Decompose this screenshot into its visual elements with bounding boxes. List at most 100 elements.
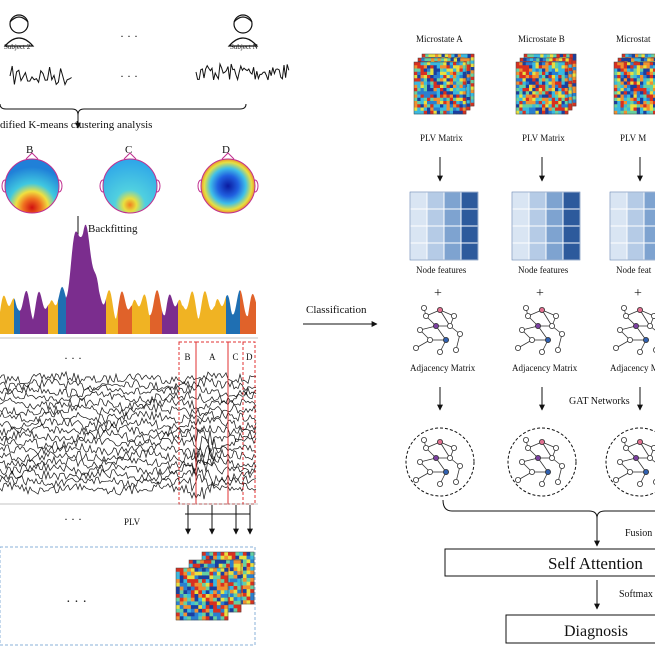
microstate-plv-matrix-2-cell <box>650 88 654 92</box>
plv-stack-matrix-2-cell <box>206 575 210 579</box>
microstate-plv-matrix-2-cell <box>443 108 447 112</box>
microstate-plv-matrix-2-cell <box>414 98 418 102</box>
microstate-plv-matrix-1-cell <box>566 58 570 62</box>
microstate-plv-matrix-2-cell <box>430 88 434 92</box>
microstate-plv-matrix-2-cell <box>526 98 530 102</box>
eeg-channel-14 <box>0 459 256 475</box>
microstate-plv-matrix-0-cell <box>432 54 436 58</box>
microstate-plv-matrix-0-cell <box>629 54 633 58</box>
microstate-plv-matrix-2-cell <box>526 101 530 105</box>
microstate-plv-matrix-2-cell <box>424 85 428 89</box>
microstate-plv-matrix-2-cell <box>552 85 556 89</box>
microstate-plv-matrix-2-cell <box>526 108 530 112</box>
microstate-plv-matrix-2-cell <box>417 95 421 99</box>
plv-stack-matrix-2-cell <box>224 594 228 598</box>
microstate-plv-matrix-2-cell <box>634 69 638 73</box>
microstate-plv-matrix-2-cell <box>460 98 464 102</box>
microstate-plv-matrix-1-cell <box>520 58 524 62</box>
gfp-segment-2 <box>20 291 48 334</box>
plv-matrix-stack <box>176 552 254 620</box>
gat-circle <box>606 428 655 496</box>
microstate-plv-matrix-2-cell <box>427 88 431 92</box>
plv-stack-matrix-2-cell <box>187 613 191 617</box>
microstate-plv-matrix-2-cell <box>542 101 546 105</box>
microstate-plv-matrix-2-cell <box>650 69 654 73</box>
microstate-plv-matrix-2-cell <box>443 101 447 105</box>
gat-graph-node <box>613 477 618 482</box>
microstate-plv-matrix-2-cell <box>523 69 527 73</box>
adjacency-graph-node <box>523 305 528 310</box>
microstate-plv-matrix-2-cell <box>440 104 444 108</box>
plv-stack-matrix-1-cell <box>234 593 238 597</box>
microstate-plv-matrix-2-cell <box>555 75 559 79</box>
microstate-plv-matrix-2-cell <box>414 85 418 89</box>
plv-stack-matrix-0-cell <box>217 556 221 560</box>
microstate-plv-matrix-0-cell <box>468 54 472 58</box>
plv-stack-matrix-2-cell <box>206 616 210 620</box>
microstate-plv-matrix-2-cell <box>634 62 638 66</box>
softmax-label: Softmax <box>619 589 653 600</box>
adjacency-graph-node <box>643 337 648 342</box>
plv-stack-matrix-2-cell <box>209 601 213 605</box>
microstate-plv-matrix-2-cell <box>430 75 434 79</box>
microstate-plv-matrix-2-cell <box>624 91 628 95</box>
microstate-plv-matrix-2-cell <box>650 62 654 66</box>
microstate-plv-matrix-2-cell <box>532 69 536 73</box>
plv-stack-matrix-1-cell <box>237 590 241 594</box>
plv-stack-matrix-0-cell <box>243 597 247 601</box>
microstate-plv-matrix-2-cell <box>542 69 546 73</box>
microstate-plv-matrix-2-cell <box>552 98 556 102</box>
microstate-plv-matrix-2-cell <box>440 65 444 69</box>
microstate-plv-matrix-1-cell <box>559 58 563 62</box>
plv-stack-matrix-2-cell <box>217 572 221 576</box>
node-feature-cell <box>444 192 461 209</box>
microstate-plv-matrix-1-cell <box>553 58 557 62</box>
microstate-plv-matrix-1-cell <box>530 58 534 62</box>
gat-graph-node <box>437 439 442 444</box>
plv-stack-matrix-2-cell <box>176 613 180 617</box>
plv-stack-matrix-2-cell <box>198 594 202 598</box>
microstate-plv-matrix-2-cell <box>417 104 421 108</box>
plv-stack-matrix-2-cell <box>180 598 184 602</box>
plv-stack-matrix-1-cell <box>208 564 212 568</box>
plv-stack-matrix-2-cell <box>213 594 217 598</box>
node-feature-cell <box>563 226 580 243</box>
plv-stack-matrix-2-cell <box>224 590 228 594</box>
microstate-plv-matrix-2-cell <box>549 62 553 66</box>
microstate-plv-matrix-1-cell <box>546 58 550 62</box>
plv-stack-matrix-2-cell <box>180 575 184 579</box>
plv-stack-matrix-1-cell <box>237 601 241 605</box>
microstate-plv-matrix-2-cell <box>434 62 438 66</box>
microstate-plv-matrix-2-cell <box>643 85 647 89</box>
plv-stack-matrix-1-cell <box>211 564 215 568</box>
microstate-plv-matrix-2-cell <box>450 101 454 105</box>
microstate-plv-matrix-1-cell <box>454 58 458 62</box>
microstate-plv-matrix-2-cell <box>558 108 562 112</box>
microstate-plv-matrix-2-cell <box>519 72 523 76</box>
microstate-plv-matrix-2-cell <box>447 91 451 95</box>
node-features-label: Node feat <box>616 265 652 275</box>
microstate-plv-matrix-2-cell <box>453 72 457 76</box>
microstate-plv-matrix-2-cell <box>558 98 562 102</box>
microstate-plv-matrix-2-cell <box>450 69 454 73</box>
microstate-plv-matrix-2-cell <box>526 65 530 69</box>
microstate-plv-matrix-2-cell <box>542 108 546 112</box>
microstate-plv-matrix-2-cell <box>421 91 425 95</box>
microstate-plv-matrix-2-cell <box>434 65 438 69</box>
plv-stack-matrix-2-cell <box>195 616 199 620</box>
eeg-ellipsis: · · · <box>64 351 82 365</box>
plv-stack-matrix-2-cell <box>202 590 206 594</box>
microstate-plv-matrix-2-cell <box>558 95 562 99</box>
microstate-plv-matrix-2-cell <box>621 98 625 102</box>
plv-stack-ellipsis: · · · <box>66 595 87 610</box>
microstate-plv-matrix-1-cell <box>447 58 451 62</box>
plv-stack-matrix-2-cell <box>191 568 195 572</box>
microstate-plv-matrix-2-cell <box>640 75 644 79</box>
microstate-plv-matrix-2-cell <box>456 101 460 105</box>
microstate-plv-matrix-2-cell <box>647 85 651 89</box>
microstate-plv-matrix-2-cell <box>434 69 438 73</box>
microstate-plv-matrix-2-cell <box>516 69 520 73</box>
microstate-plv-matrix-2-cell <box>614 65 618 69</box>
plv-stack-matrix-1-cell <box>234 579 238 583</box>
